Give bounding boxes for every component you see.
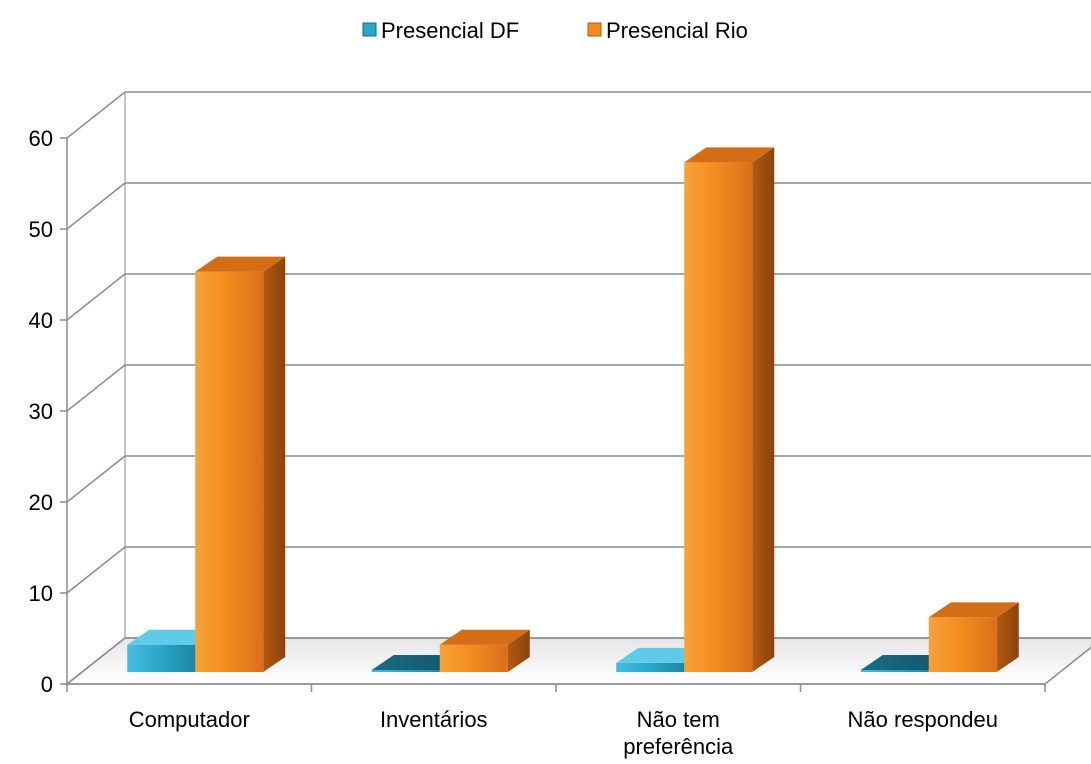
gridline	[66, 546, 1091, 594]
gridline	[66, 455, 1091, 503]
x-category-label: Não respondeu	[848, 707, 998, 732]
x-category-label: Não tem preferência	[623, 707, 734, 759]
y-tick-label: 50	[29, 217, 53, 242]
bar-presencial-rio	[684, 147, 775, 672]
axis-layer	[60, 92, 1046, 692]
gridline	[66, 182, 1091, 230]
gridline	[66, 91, 1091, 139]
bar-presencial-rio	[439, 629, 530, 672]
y-tick-label: 0	[41, 672, 53, 697]
legend-label: Presencial Rio	[606, 18, 748, 43]
legend-item-presencial-rio: Presencial Rio	[587, 18, 748, 43]
gridline	[66, 364, 1091, 412]
legend-label: Presencial DF	[381, 18, 519, 43]
labels-layer: 0 10 20 30 40 50 60 Computador Inventários Não te…	[29, 126, 998, 759]
y-tick-label: 60	[29, 126, 53, 151]
gridline	[66, 273, 1091, 321]
legend-item-presencial-df: Presencial DF	[362, 18, 519, 43]
x-category-label: Inventários	[380, 707, 488, 732]
y-tick-label: 10	[29, 581, 53, 606]
grid-layer	[64, 91, 1091, 685]
chart-legend: Presencial DF Presencial Rio	[362, 18, 748, 43]
bar-presencial-rio	[195, 256, 286, 672]
bar-presencial-rio	[928, 602, 1019, 672]
y-tick-label: 20	[29, 490, 53, 515]
legend-swatch	[362, 22, 377, 37]
x-category-label: Computador	[129, 707, 250, 732]
bars-layer	[127, 147, 1019, 672]
y-tick-label: 30	[29, 399, 53, 424]
y-tick-label: 40	[29, 308, 53, 333]
legend-swatch	[587, 22, 602, 37]
